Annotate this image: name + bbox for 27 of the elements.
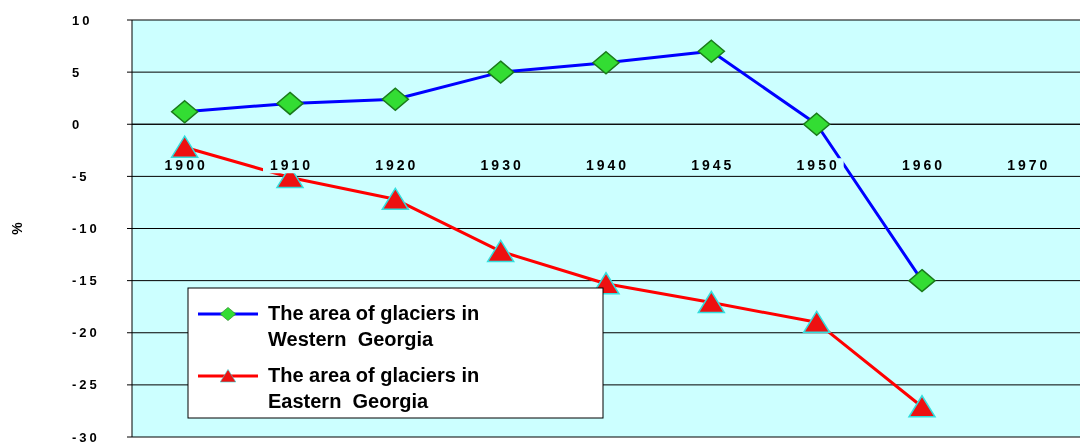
y-tick-label: -15 bbox=[72, 273, 100, 289]
point bbox=[486, 239, 515, 263]
legend-label: The area of glaciers in Western Georgia bbox=[268, 302, 480, 350]
x-tick-label: 1930 bbox=[480, 157, 524, 174]
y-tick-label: 0 bbox=[72, 116, 83, 132]
point bbox=[381, 187, 410, 211]
x-tick-label: 1970 bbox=[1007, 157, 1051, 174]
x-tick-label: 1960 bbox=[901, 157, 946, 174]
legend-label: The area of glaciers in Eastern Georgia bbox=[268, 364, 480, 412]
x-tick-label: 1940 bbox=[585, 157, 630, 174]
y-tick-label: -30 bbox=[72, 429, 100, 445]
point bbox=[170, 135, 199, 158]
y-tick-label: -10 bbox=[72, 221, 100, 237]
x-tick-label: 1945 bbox=[691, 157, 735, 174]
x-tick-label: 1950 bbox=[796, 157, 840, 174]
y-tick-label: 5 bbox=[72, 64, 83, 80]
y-tick-label: -25 bbox=[72, 377, 100, 393]
y-axis-title: % bbox=[9, 221, 25, 235]
point bbox=[908, 395, 936, 418]
y-tick-label: -20 bbox=[72, 325, 100, 341]
x-tick-label: 1920 bbox=[375, 157, 419, 174]
point bbox=[697, 290, 726, 314]
y-tick-label: -5 bbox=[72, 168, 90, 184]
x-tick-label: 1900 bbox=[164, 157, 208, 174]
x-tick-label: 1910 bbox=[269, 157, 314, 174]
y-tick-label: 10 bbox=[72, 12, 93, 28]
point bbox=[802, 310, 831, 334]
